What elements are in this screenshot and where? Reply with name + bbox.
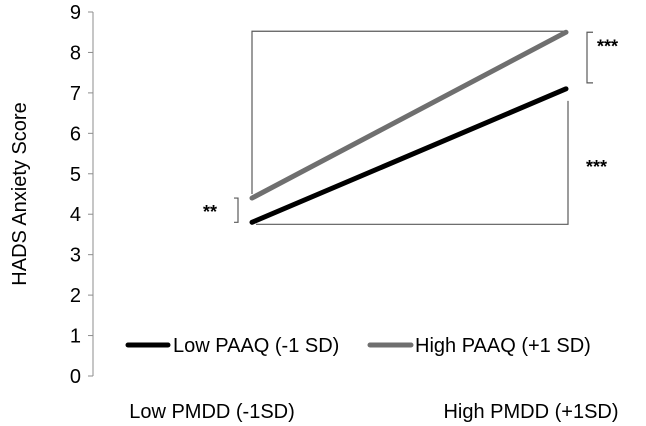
y-ticks: 0 1 2 3 4 5 6 7 8 9 <box>70 2 93 388</box>
y-tick-label: 8 <box>70 42 81 64</box>
significance-label-low-pmdd: ** <box>203 202 217 222</box>
series-lines <box>249 29 569 225</box>
x-tick-label: High PMDD (+1SD) <box>443 401 618 423</box>
legend-label-high-paaq: High PAAQ (+1 SD) <box>415 335 591 357</box>
series-line-high-paaq <box>249 29 569 201</box>
significance-brackets: ******** <box>203 30 618 225</box>
y-tick-label: 2 <box>70 285 81 307</box>
x-tick-labels: Low PMDD (-1SD) High PMDD (+1SD) <box>129 401 618 423</box>
bracket-high-pmdd-difference <box>586 31 593 84</box>
significance-label-high-pmdd: *** <box>597 37 618 57</box>
y-axis-label: HADS Anxiety Score <box>9 102 31 285</box>
y-tick-label: 6 <box>70 123 81 145</box>
y-tick-label: 5 <box>70 164 81 186</box>
legend-label-low-paaq: Low PAAQ (-1 SD) <box>173 335 339 357</box>
bracket-low-pmdd-difference <box>234 197 239 223</box>
y-tick-label: 4 <box>70 204 81 226</box>
y-tick-label: 0 <box>70 366 81 388</box>
series-line-low-paaq <box>249 86 569 225</box>
significance-label-low-paaq-slope: *** <box>586 157 607 177</box>
legend: Low PAAQ (-1 SD) High PAAQ (+1 SD) <box>125 335 591 357</box>
y-tick-label: 1 <box>70 326 81 348</box>
y-tick-label: 9 <box>70 2 81 24</box>
bracket-high-paaq-slope <box>251 30 566 195</box>
x-tick-label: Low PMDD (-1SD) <box>129 401 295 423</box>
y-tick-label: 7 <box>70 83 81 105</box>
bracket-low-paaq-slope <box>256 100 569 225</box>
y-tick-label: 3 <box>70 245 81 267</box>
